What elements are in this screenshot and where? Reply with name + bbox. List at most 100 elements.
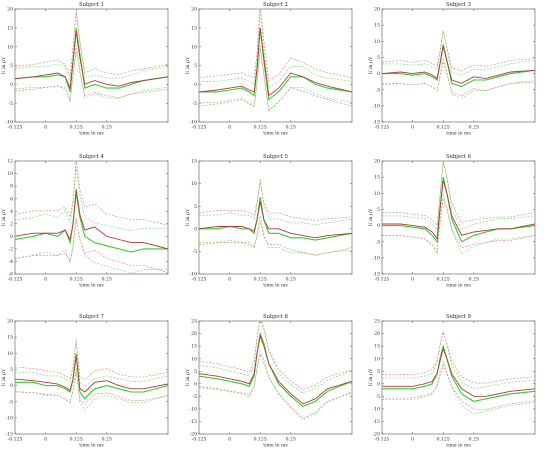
y-tick-label: 5 [194, 369, 197, 375]
subplot-title: Subject 6 [446, 154, 471, 160]
y-tick-label: -10 [373, 103, 380, 109]
y-tick-label: 10 [374, 356, 380, 362]
x-tick-label: 0.125 [70, 125, 83, 131]
x-tick-label: 0.25 [102, 277, 112, 283]
y-tick-label: 0 [10, 234, 13, 240]
y-tick-label: 15 [7, 335, 13, 341]
x-axis-label: time in ms [79, 131, 104, 137]
y-tick-label: -5 [193, 394, 198, 400]
y-tick-label: -10 [6, 415, 13, 421]
y-axis-label: U in μV [368, 208, 374, 226]
y-tick-label: 20 [191, 331, 197, 337]
plot-frame [15, 161, 168, 274]
x-axis-label: time in ms [263, 443, 288, 449]
x-tick-label: -0.125 [375, 437, 390, 443]
x-tick-label: 0.25 [469, 277, 479, 283]
y-tick-label: 10 [7, 171, 13, 177]
subplot-title: Subject 5 [263, 154, 288, 160]
x-axis-label: time in ms [263, 131, 288, 137]
y-tick-label: 5 [10, 63, 13, 69]
y-tick-label: 10 [191, 44, 197, 50]
y-tick-label: -5 [9, 399, 14, 405]
plot-frame [382, 9, 535, 122]
y-tick-label: 25 [191, 319, 197, 325]
y-tick-label: -5 [9, 101, 14, 107]
x-tick-label: -0.125 [192, 277, 207, 283]
x-tick-label: 0.25 [469, 437, 479, 443]
subplot-7: Subject 7 -15 -10 -5 0 5 10 15 20 -0.125 0 0.125 0.2… [1, 314, 168, 449]
y-tick-label: 5 [377, 207, 380, 213]
x-tick-label: 0.25 [286, 277, 296, 283]
y-tick-label: 15 [374, 23, 380, 29]
subplot-title: Subject 1 [79, 2, 104, 8]
y-axis-label: U in μV [368, 368, 374, 386]
x-tick-label: 0.25 [102, 125, 112, 131]
x-tick-label: 0.125 [70, 277, 83, 283]
y-tick-label: 5 [377, 55, 380, 61]
y-tick-label: 0 [377, 71, 380, 77]
y-tick-label: 20 [7, 319, 13, 325]
subplot-6: Subject 6 -15 -10 -5 0 5 10 15 20 -0.125 0 0.125 0.2… [368, 154, 535, 289]
x-tick-label: 0.125 [70, 437, 83, 443]
plot-frame [382, 321, 535, 434]
x-axis-label: time in ms [446, 443, 471, 449]
x-axis-label: time in ms [446, 283, 471, 289]
x-tick-label: -0.125 [8, 277, 23, 283]
x-tick-label: 0 [411, 277, 414, 283]
subplot-title: Subject 9 [446, 314, 471, 320]
y-axis-label: U in μV [185, 56, 191, 74]
y-tick-label: 12 [7, 159, 13, 165]
y-tick-label: -2 [9, 246, 14, 252]
plot-frame [199, 9, 352, 122]
y-tick-label: 15 [191, 344, 197, 350]
x-tick-label: 0.125 [437, 125, 450, 131]
y-tick-label: 8 [10, 184, 13, 190]
y-tick-label: 0 [377, 381, 380, 387]
y-tick-label: 5 [10, 367, 13, 373]
x-tick-label: 0 [228, 277, 231, 283]
x-tick-label: -0.125 [192, 125, 207, 131]
x-tick-label: 0 [411, 437, 414, 443]
x-tick-label: 0.25 [286, 437, 296, 443]
y-axis-label: U in μV [1, 56, 7, 74]
y-tick-label: 20 [374, 331, 380, 337]
y-tick-label: 2 [10, 221, 13, 227]
y-tick-label: 10 [7, 351, 13, 357]
y-axis-label: U in μV [1, 368, 7, 386]
plot-frame [199, 161, 352, 274]
y-tick-label: -5 [376, 87, 381, 93]
subplot-3: Subject 3-15-10-505101520-0.125 0 0.125 0.2… [368, 2, 535, 137]
subplot-title: Subject 7 [79, 314, 104, 320]
y-tick-label: 10 [191, 356, 197, 362]
subplot-8: Subject 8 -20 -15 -10 -5 0 5 10 15 20 25 -0.125 0 0.1… [185, 314, 352, 449]
y-tick-label: 0 [194, 226, 197, 232]
y-tick-label: 20 [191, 7, 197, 13]
y-tick-label: -10 [373, 406, 380, 412]
subplot-9: Subject 9-20-15-10-50510152025-0.125 0 0.1… [368, 314, 535, 449]
subplot-title: Subject 3 [446, 2, 471, 8]
subplot-title: Subject 8 [263, 314, 288, 320]
x-tick-label: 0 [228, 437, 231, 443]
y-tick-label: 0 [377, 223, 380, 229]
y-tick-label: -5 [376, 394, 381, 400]
plot-frame [15, 321, 168, 434]
x-tick-label: -0.125 [8, 437, 23, 443]
y-tick-label: -15 [190, 419, 197, 425]
x-axis-label: time in ms [79, 443, 104, 449]
x-tick-label: -0.125 [375, 277, 390, 283]
y-tick-label: 15 [374, 175, 380, 181]
x-axis-label: time in ms [263, 283, 288, 289]
y-tick-label: 5 [194, 204, 197, 210]
x-tick-label: 0.25 [469, 125, 479, 131]
y-tick-label: -10 [373, 255, 380, 261]
x-tick-label: 0 [44, 277, 47, 283]
y-tick-label: 15 [7, 25, 13, 31]
x-tick-label: 0.125 [254, 277, 267, 283]
y-tick-label: -5 [193, 249, 198, 255]
y-tick-label: 10 [191, 181, 197, 187]
y-tick-label: 15 [191, 159, 197, 165]
y-tick-label: -10 [190, 406, 197, 412]
y-axis-label: U in μV [185, 208, 191, 226]
y-axis-label: U in μV [368, 56, 374, 74]
subplot-5: Subject 5 -10 -5 0 5 10 15 -0.125 0 0.125 0.25time… [185, 154, 352, 289]
